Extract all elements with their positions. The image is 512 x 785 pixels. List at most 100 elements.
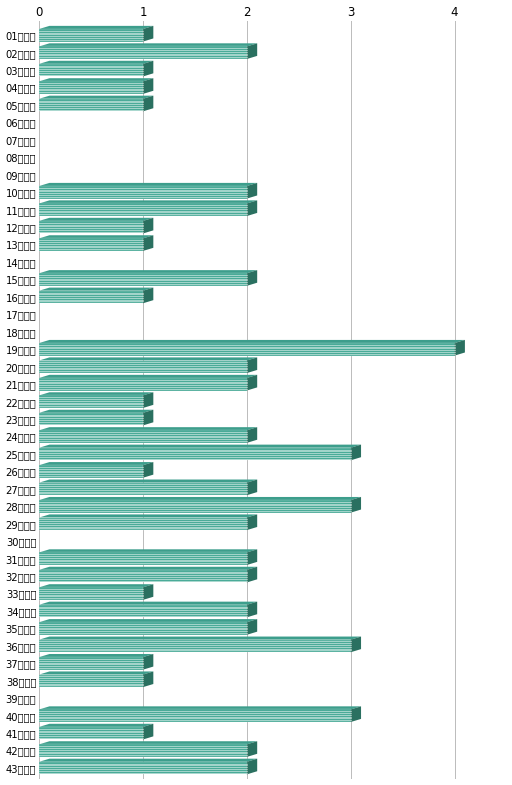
Polygon shape bbox=[39, 497, 361, 500]
Polygon shape bbox=[39, 217, 153, 221]
Bar bbox=[39, 430, 247, 443]
Polygon shape bbox=[39, 26, 153, 29]
Bar bbox=[39, 640, 351, 652]
Polygon shape bbox=[143, 96, 153, 111]
Polygon shape bbox=[247, 427, 257, 443]
Polygon shape bbox=[143, 392, 153, 408]
Bar bbox=[39, 82, 143, 94]
Polygon shape bbox=[39, 601, 257, 604]
Polygon shape bbox=[39, 183, 257, 186]
Polygon shape bbox=[39, 427, 257, 430]
Polygon shape bbox=[39, 60, 153, 64]
Polygon shape bbox=[39, 706, 361, 710]
Polygon shape bbox=[455, 340, 465, 356]
Bar bbox=[39, 186, 247, 199]
Polygon shape bbox=[247, 550, 257, 565]
Bar bbox=[39, 657, 143, 670]
Polygon shape bbox=[351, 706, 361, 722]
Polygon shape bbox=[39, 550, 257, 553]
Polygon shape bbox=[39, 357, 257, 360]
Bar bbox=[39, 290, 143, 303]
Polygon shape bbox=[247, 357, 257, 373]
Polygon shape bbox=[143, 462, 153, 478]
Polygon shape bbox=[39, 78, 153, 82]
Polygon shape bbox=[143, 654, 153, 670]
Polygon shape bbox=[39, 444, 361, 447]
Bar bbox=[39, 239, 143, 251]
Polygon shape bbox=[39, 758, 257, 761]
Bar bbox=[39, 378, 247, 390]
Polygon shape bbox=[247, 741, 257, 757]
Polygon shape bbox=[143, 671, 153, 687]
Polygon shape bbox=[247, 480, 257, 495]
Polygon shape bbox=[143, 217, 153, 233]
Bar bbox=[39, 744, 247, 757]
Bar bbox=[39, 517, 247, 530]
Polygon shape bbox=[39, 480, 257, 483]
Polygon shape bbox=[39, 200, 257, 203]
Bar bbox=[39, 727, 143, 739]
Polygon shape bbox=[351, 444, 361, 460]
Bar bbox=[39, 64, 143, 76]
Bar bbox=[39, 203, 247, 216]
Bar bbox=[39, 570, 247, 582]
Polygon shape bbox=[39, 567, 257, 570]
Polygon shape bbox=[39, 374, 257, 378]
Polygon shape bbox=[143, 584, 153, 600]
Polygon shape bbox=[39, 270, 257, 273]
Bar bbox=[39, 587, 143, 600]
Polygon shape bbox=[39, 392, 153, 396]
Polygon shape bbox=[143, 410, 153, 425]
Bar bbox=[39, 483, 247, 495]
Polygon shape bbox=[39, 410, 153, 413]
Polygon shape bbox=[39, 637, 361, 640]
Polygon shape bbox=[39, 236, 153, 239]
Polygon shape bbox=[39, 340, 465, 343]
Polygon shape bbox=[39, 584, 153, 587]
Polygon shape bbox=[247, 43, 257, 59]
Polygon shape bbox=[39, 462, 153, 466]
Bar bbox=[39, 623, 247, 635]
Bar bbox=[39, 360, 247, 373]
Bar bbox=[39, 500, 351, 513]
Polygon shape bbox=[247, 374, 257, 390]
Polygon shape bbox=[39, 741, 257, 744]
Polygon shape bbox=[39, 287, 153, 290]
Polygon shape bbox=[247, 601, 257, 617]
Polygon shape bbox=[247, 758, 257, 774]
Bar bbox=[39, 343, 455, 356]
Polygon shape bbox=[39, 619, 257, 623]
Bar bbox=[39, 447, 351, 460]
Bar bbox=[39, 396, 143, 408]
Polygon shape bbox=[247, 514, 257, 530]
Bar bbox=[39, 273, 247, 286]
Bar bbox=[39, 604, 247, 617]
Polygon shape bbox=[143, 287, 153, 303]
Bar bbox=[39, 553, 247, 565]
Polygon shape bbox=[351, 637, 361, 652]
Polygon shape bbox=[143, 78, 153, 94]
Bar bbox=[39, 761, 247, 774]
Polygon shape bbox=[39, 43, 257, 46]
Polygon shape bbox=[247, 567, 257, 582]
Polygon shape bbox=[39, 724, 153, 727]
Polygon shape bbox=[143, 724, 153, 739]
Polygon shape bbox=[143, 26, 153, 42]
Polygon shape bbox=[247, 200, 257, 216]
Polygon shape bbox=[39, 96, 153, 99]
Polygon shape bbox=[39, 671, 153, 674]
Polygon shape bbox=[143, 236, 153, 251]
Bar bbox=[39, 674, 143, 687]
Bar bbox=[39, 221, 143, 233]
Polygon shape bbox=[351, 497, 361, 513]
Polygon shape bbox=[247, 619, 257, 635]
Bar bbox=[39, 29, 143, 42]
Bar bbox=[39, 99, 143, 111]
Polygon shape bbox=[143, 60, 153, 76]
Bar bbox=[39, 466, 143, 478]
Polygon shape bbox=[39, 514, 257, 517]
Polygon shape bbox=[247, 270, 257, 286]
Polygon shape bbox=[247, 183, 257, 199]
Bar bbox=[39, 46, 247, 59]
Polygon shape bbox=[39, 654, 153, 657]
